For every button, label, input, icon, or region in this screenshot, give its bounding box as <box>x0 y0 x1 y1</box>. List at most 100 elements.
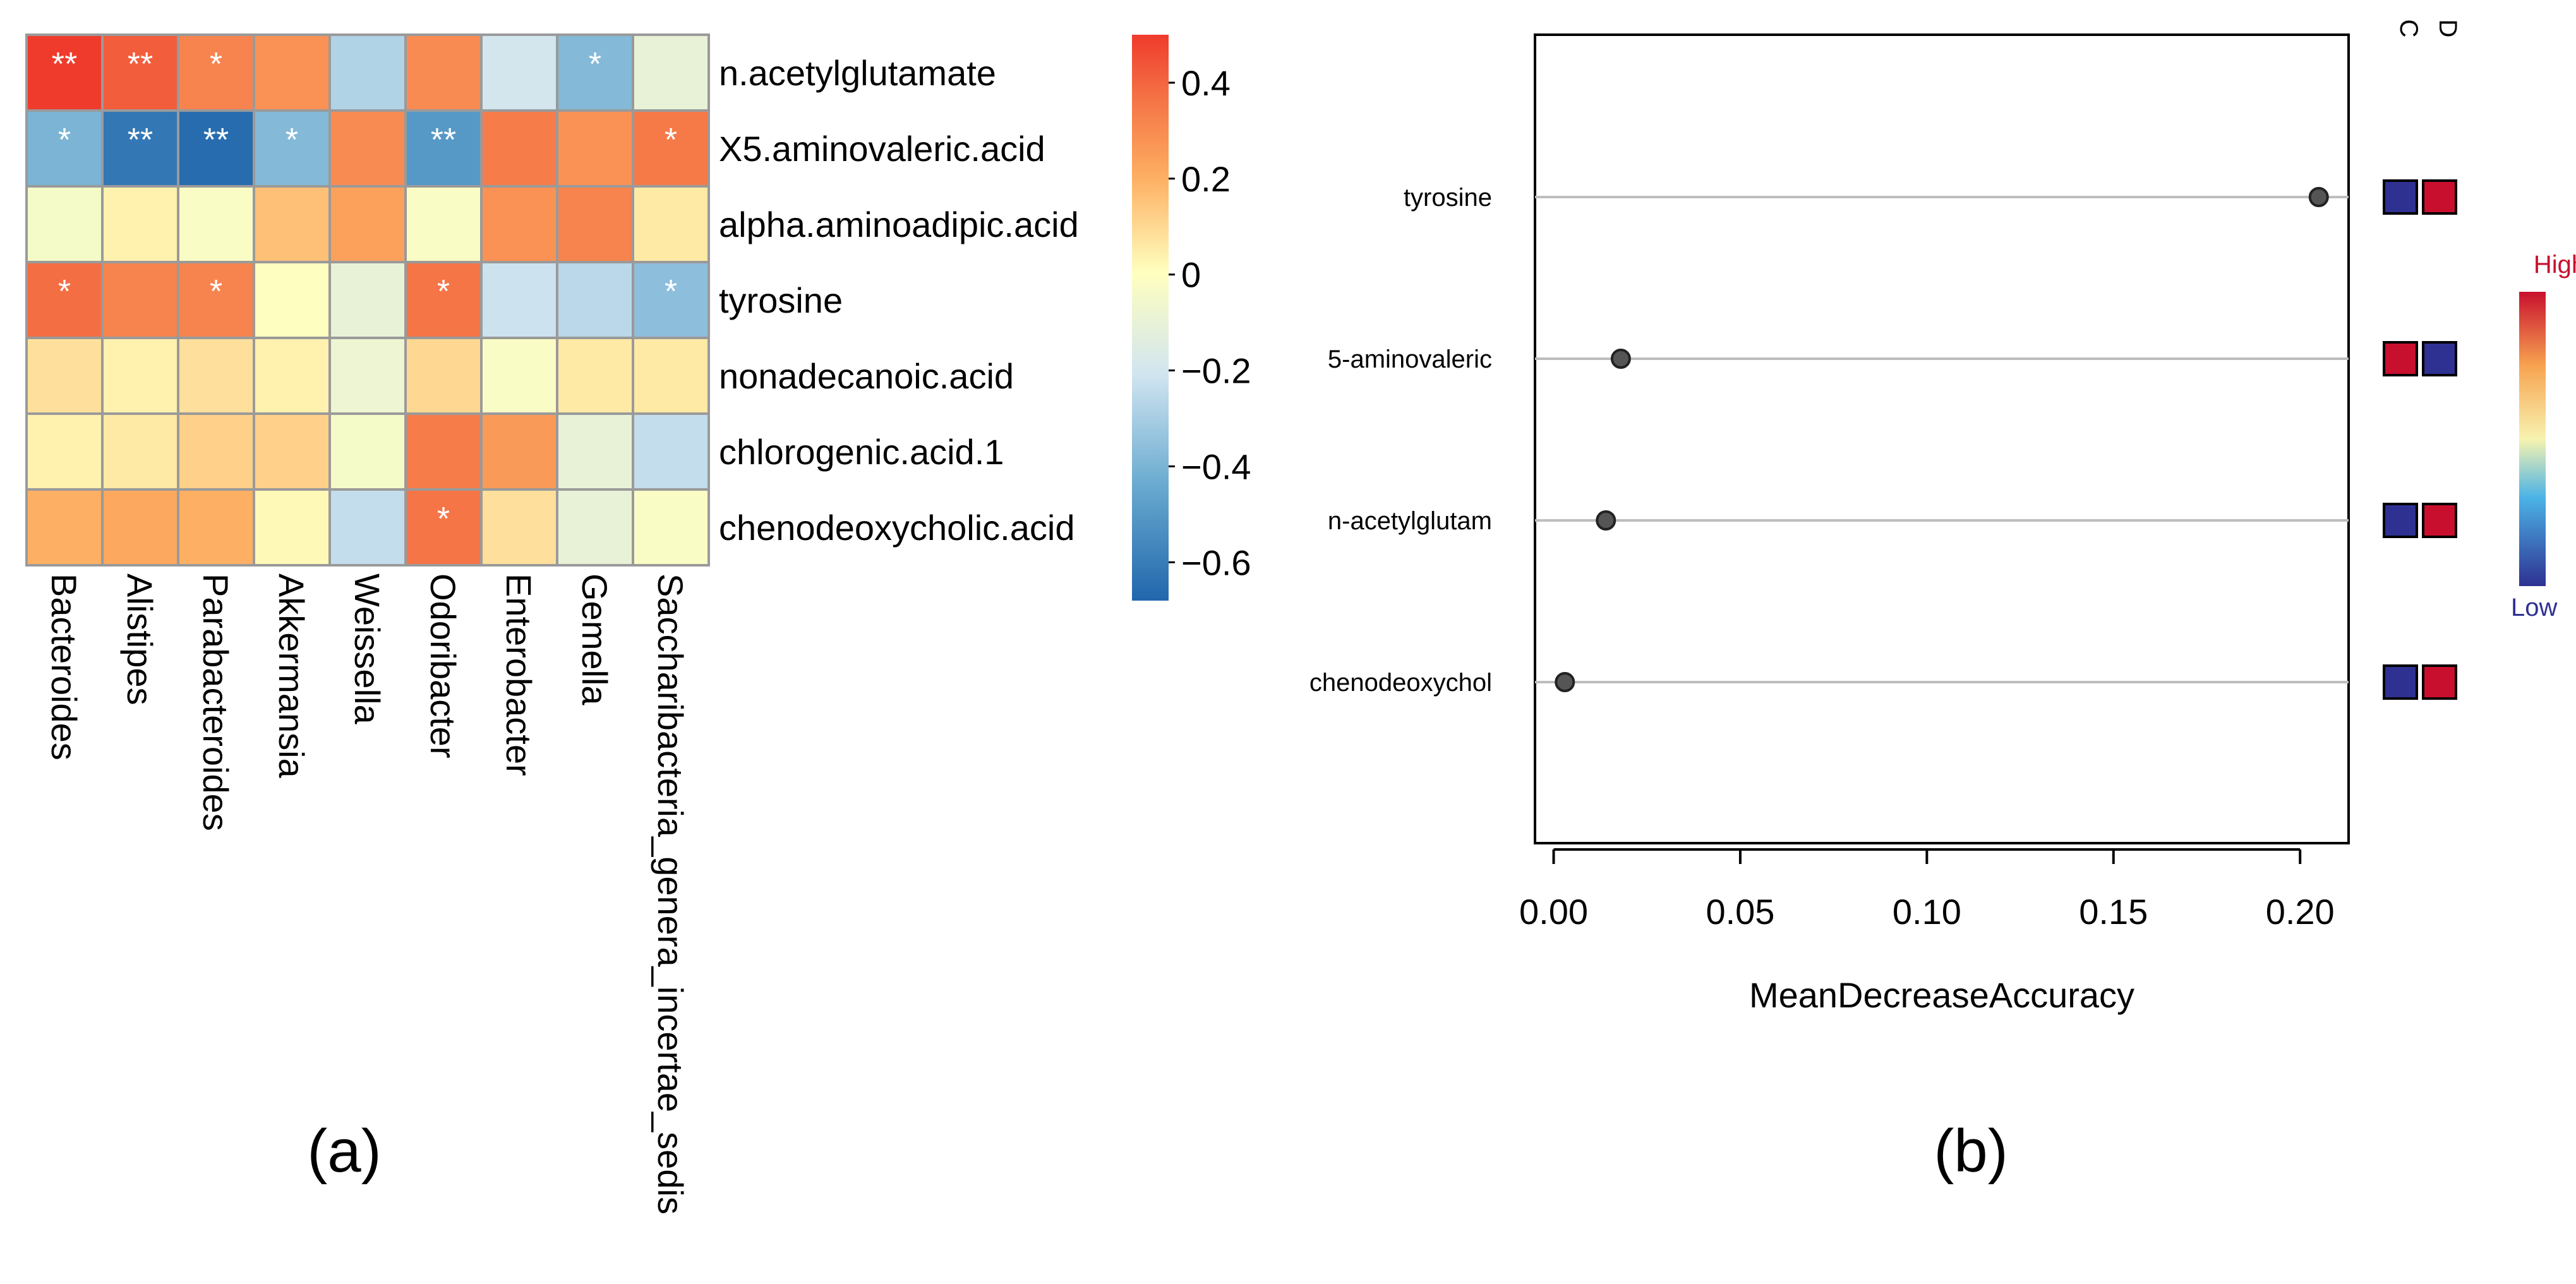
significance-mark-chenodeoxycholic-acid-odoribacter: * <box>437 501 450 537</box>
row-label-chlorogenic-acid-1: chlorogenic.acid.1 <box>719 432 1004 472</box>
heatmap-cell-x5-aminovaleric-acid-gemella <box>556 109 634 188</box>
x-tick-label-4: 0.20 <box>2266 892 2335 932</box>
significance-mark-tyrosine-bacteroides: * <box>58 273 71 310</box>
x-tick-label-1: 0.05 <box>1706 892 1774 932</box>
legend-colorbar <box>2519 292 2546 586</box>
heatmap-cell-tyrosine-parabacteroides <box>177 261 255 339</box>
significance-mark-n-acetylglutamate-alistipes: ** <box>128 46 153 83</box>
heatmap-cell-alpha-aminoadipic-acid-saccharibacteria-genera-incertae-sedis <box>632 185 710 263</box>
heatmap-cell-chlorogenic-acid-1-alistipes <box>101 412 179 491</box>
heatmap-cell-chenodeoxycholic-acid-weissella <box>328 488 407 567</box>
column-label-bacteroides: Bacteroides <box>44 573 84 760</box>
x-axis: 0.00 0.05 0.10 0.15 0.20 <box>1519 848 2335 932</box>
x-axis-label: MeanDecreaseAccuracy <box>1749 975 2134 1015</box>
heatmap-column-labels: Bacteroides Alistipes Parabacteroides Akker… <box>44 573 690 1215</box>
column-label-parabacteroides: Parabacteroides <box>196 573 236 831</box>
dotplot-category-labels: tyrosine 5-aminovaleric n-acetylglutam chen… <box>1309 184 1492 697</box>
significance-marks: ** ** * ** ** ** * ** ** * * ** <box>52 46 677 537</box>
heatmap-cell-chenodeoxycholic-acid-enterobacter <box>480 488 558 567</box>
category-label-tyrosine: tyrosine <box>1404 184 1492 212</box>
heatmap-cell-chlorogenic-acid-1-saccharibacteria-genera-incertae-sedis <box>632 412 710 491</box>
heatmap-cell-x5-aminovaleric-acid-weissella <box>328 109 407 188</box>
category-label-5-aminovaleric: 5-aminovaleric <box>1328 345 1492 373</box>
colorbar-tick-label-0: 0.4 <box>1181 63 1231 103</box>
heatmap-cell-tyrosine-alistipes <box>101 261 179 339</box>
row-label-chenodeoxycholic-acid: chenodeoxycholic.acid <box>719 508 1074 548</box>
heatmap-panel: ** ** * ** ** ** * ** ** * * ** n.acetylglutamateX5… <box>25 33 1251 1215</box>
column-label-gemella: Gemella <box>575 573 615 705</box>
group-box-c-tyrosine <box>2383 179 2418 215</box>
heatmap-cell-chlorogenic-acid-1-bacteroides <box>25 412 104 491</box>
group-box-c-n-acetylglutam <box>2383 503 2418 538</box>
colorbar-ticks: 0.4 0.2 0 −0.2 −0.4 −0.6 <box>1169 63 1251 582</box>
heatmap-cell-chenodeoxycholic-acid-bacteroides <box>25 488 104 567</box>
group-box-d-n-acetylglutam <box>2422 503 2457 538</box>
legend-high-label: High <box>2534 251 2576 279</box>
group-box-d-tyrosine <box>2422 179 2457 215</box>
group-box-d-5-aminovaleric <box>2422 341 2457 376</box>
heatmap-cell-n-acetylglutamate-saccharibacteria-genera-incertae-sedis <box>632 33 710 112</box>
group-level-boxes <box>2383 179 2457 700</box>
heatmap-cell-alpha-aminoadipic-acid-odoribacter <box>404 185 483 263</box>
heatmap-cell-alpha-aminoadipic-acid-alistipes <box>101 185 179 263</box>
category-label-chenodeoxychol: chenodeoxychol <box>1309 669 1492 697</box>
heatmap-cell-chlorogenic-acid-1-parabacteroides <box>177 412 255 491</box>
heatmap-cell-nonadecanoic-acid-akkermansia <box>253 337 331 415</box>
significance-mark-x5-aminovaleric-acid-akkermansia: * <box>286 122 298 159</box>
column-label-akkermansia: Akkermansia <box>272 573 311 779</box>
column-label-odoribacter: Odoribacter <box>423 573 463 759</box>
group-label-d: D <box>2434 20 2462 38</box>
group-box-d-chenodeoxychol <box>2422 664 2457 700</box>
heatmap-cell-n-acetylglutamate-enterobacter <box>480 33 558 112</box>
column-label-weissella: Weissella <box>347 573 387 724</box>
heatmap-cell-chenodeoxycholic-acid-saccharibacteria-genera-incertae-sedis <box>632 488 710 567</box>
group-label-c: C <box>2395 20 2423 38</box>
heatmap-cell-alpha-aminoadipic-acid-weissella <box>328 185 407 263</box>
category-label-n-acetylglutam: n-acetylglutam <box>1328 507 1492 535</box>
heatmap-cell-chlorogenic-acid-1-gemella <box>556 412 634 491</box>
row-label-n-acetylglutamate: n.acetylglutamate <box>719 53 996 93</box>
heatmap-cell-tyrosine-gemella <box>556 261 634 339</box>
heatmap-cell-x5-aminovaleric-acid-akkermansia <box>253 109 331 188</box>
heatmap-cell-alpha-aminoadipic-acid-enterobacter <box>480 185 558 263</box>
heatmap-cell-tyrosine-weissella <box>328 261 407 339</box>
heatmap-cell-chenodeoxycholic-acid-parabacteroides <box>177 488 255 567</box>
legend-low-label: Low <box>2511 594 2557 621</box>
heatmap-cell-x5-aminovaleric-acid-saccharibacteria-genera-incertae-sedis <box>632 109 710 188</box>
x-tick-label-2: 0.10 <box>1893 892 1961 932</box>
heatmap-cell-chlorogenic-acid-1-weissella <box>328 412 407 491</box>
heatmap-cell-n-acetylglutamate-odoribacter <box>404 33 483 112</box>
colorbar-tick-label-2: 0 <box>1181 255 1201 295</box>
heatmap-cell-chenodeoxycholic-acid-akkermansia <box>253 488 331 567</box>
heatmap-cell-nonadecanoic-acid-bacteroides <box>25 337 104 415</box>
dotplot-guide-lines <box>1535 196 2349 683</box>
significance-mark-x5-aminovaleric-acid-parabacteroides: ** <box>203 122 229 159</box>
heatmap-cell-n-acetylglutamate-bacteroides <box>25 33 104 112</box>
heatmap-cell-x5-aminovaleric-acid-alistipes <box>101 109 179 188</box>
column-label-enterobacter: Enterobacter <box>499 573 539 776</box>
colorbar-tick-label-1: 0.2 <box>1181 159 1231 199</box>
column-label-saccharibacteria-genera-incertae-sedis: Saccharibacteria_genera_incertae_sedis <box>651 573 690 1215</box>
row-label-x5-aminovaleric-acid: X5.aminovaleric.acid <box>719 129 1045 169</box>
heatmap-cell-x5-aminovaleric-acid-enterobacter <box>480 109 558 188</box>
heatmap-cell-nonadecanoic-acid-gemella <box>556 337 634 415</box>
significance-mark-x5-aminovaleric-acid-alistipes: ** <box>128 122 153 159</box>
significance-mark-x5-aminovaleric-acid-saccharibacteria-genera-incertae-sedis: * <box>665 122 677 159</box>
heatmap-cell-chlorogenic-acid-1-odoribacter <box>404 412 483 491</box>
heatmap-cell-nonadecanoic-acid-parabacteroides <box>177 337 255 415</box>
row-label-tyrosine: tyrosine <box>719 280 843 320</box>
group-box-c-chenodeoxychol <box>2383 664 2418 700</box>
column-label-alistipes: Alistipes <box>120 573 160 705</box>
point-5-aminovaleric <box>1610 349 1631 369</box>
dotplot-panel: tyrosine 5-aminovaleric n-acetylglutam chen… <box>1309 20 2576 1185</box>
colorbar-tick-label-3: −0.2 <box>1181 351 1251 391</box>
heatmap-cell-n-acetylglutamate-akkermansia <box>253 33 331 112</box>
heatmap-cell-tyrosine-akkermansia <box>253 261 331 339</box>
x-tick-label-3: 0.15 <box>2079 892 2148 932</box>
significance-mark-n-acetylglutamate-bacteroides: ** <box>52 46 77 83</box>
point-n-acetylglutam <box>1596 510 1616 531</box>
colorbar <box>1132 35 1169 601</box>
significance-mark-x5-aminovaleric-acid-bacteroides: * <box>58 122 71 159</box>
group-box-c-5-aminovaleric <box>2383 341 2418 376</box>
